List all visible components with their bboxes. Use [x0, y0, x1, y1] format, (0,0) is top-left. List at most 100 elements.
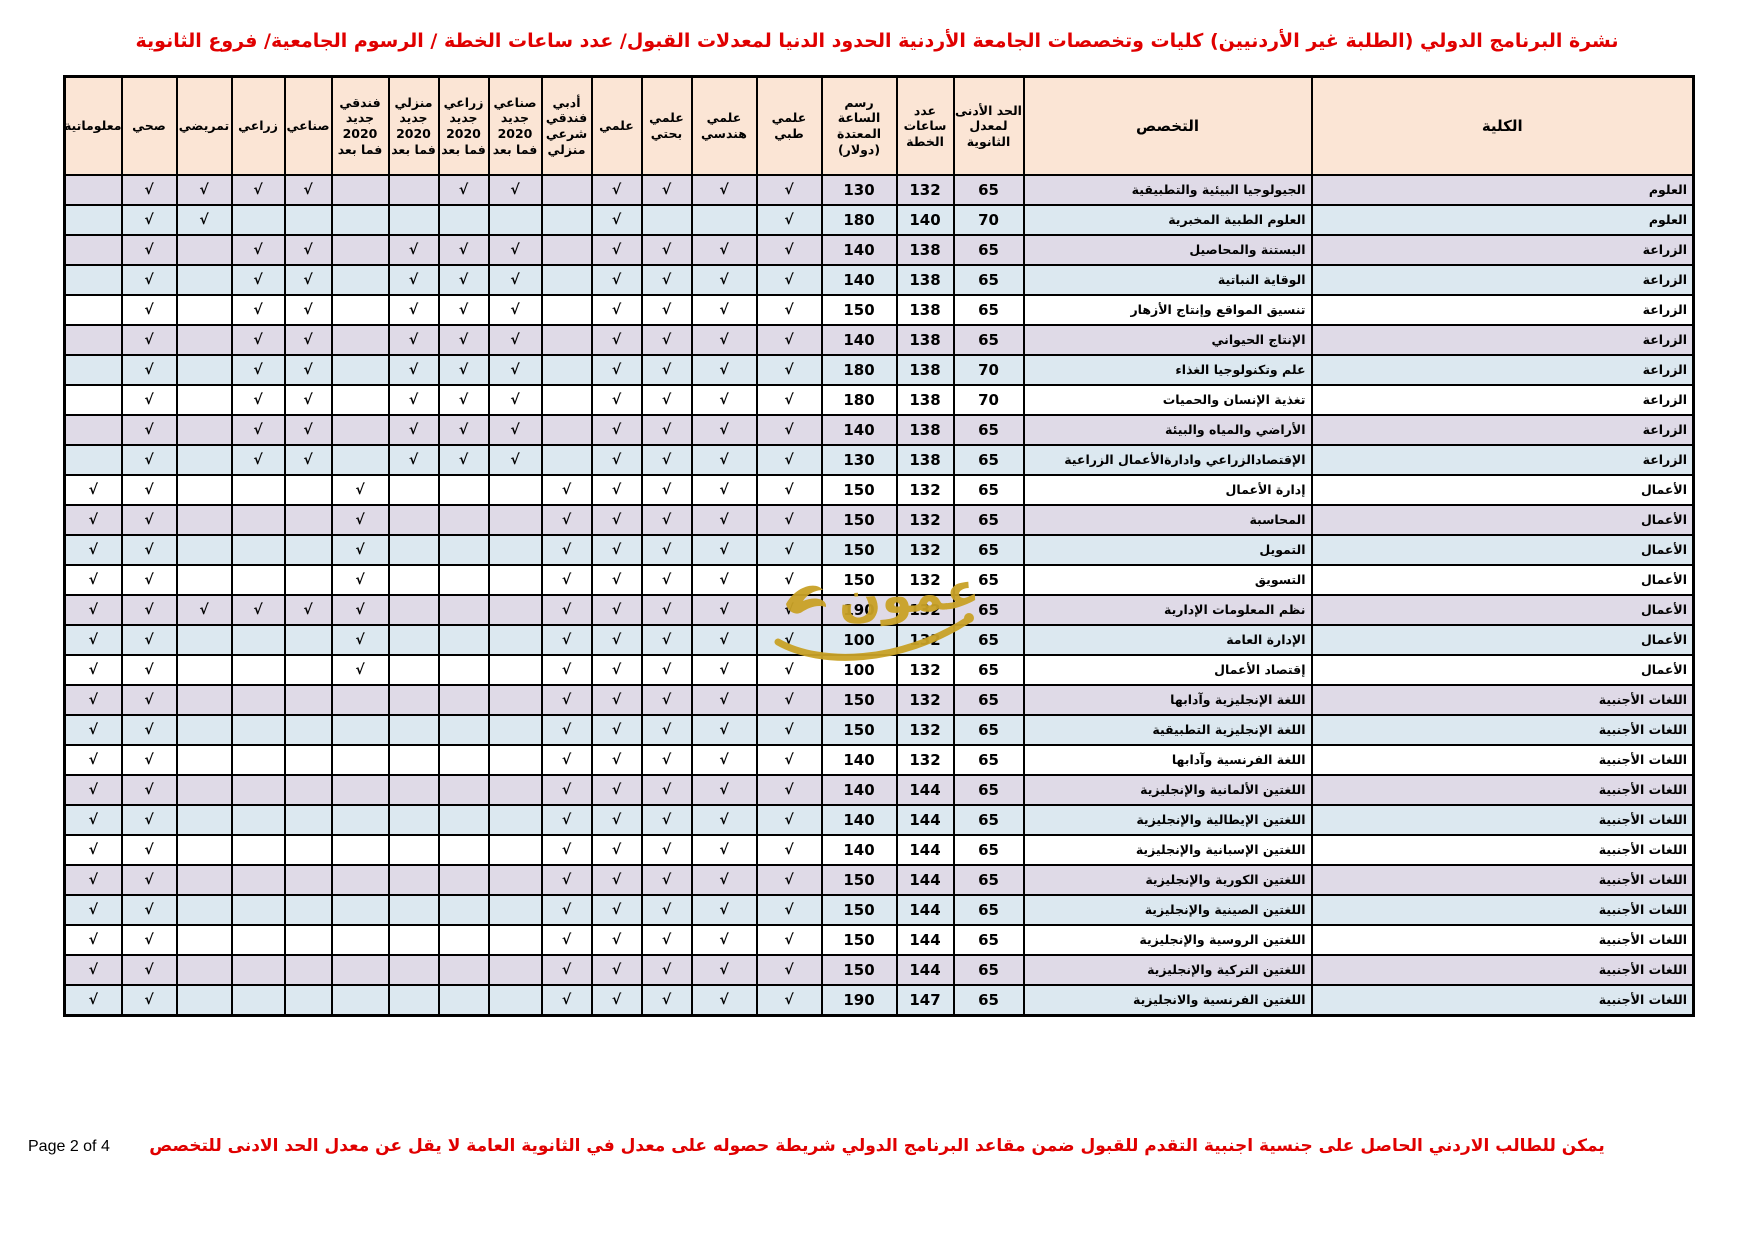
- table-row: الأعمال نظم المعلومات الإدارية 65 132 190 √ √ √…: [63, 594, 1695, 626]
- min-gpa-cell: 65: [952, 594, 1025, 626]
- check-cell-ilmi_tibbi: √: [755, 564, 823, 596]
- check-cell-sinai_jadid_2020: √: [487, 384, 543, 416]
- check-cell-malumatia: √: [63, 834, 123, 866]
- check-cell-ilmi_tibbi: √: [755, 984, 823, 1017]
- fee-cell: 130: [820, 174, 898, 206]
- college-cell: اللغات الأجنبية: [1310, 714, 1695, 746]
- check-cell-ilmi_handasi: √: [690, 384, 758, 416]
- col-header-college: الكلية: [1310, 75, 1695, 176]
- check-cell-tamridi: [175, 324, 233, 356]
- table-row: اللغات الأجنبية اللغتين الإيطالية والإنجل…: [63, 804, 1695, 836]
- min-gpa-cell: 70: [952, 204, 1025, 236]
- check-cell-adabi_funduqi_shari_manzili: √: [540, 774, 593, 806]
- check-cell-sinai_jadid_2020: √: [487, 264, 543, 296]
- check-cell-ilmi: √: [590, 474, 643, 506]
- table-row: اللغات الأجنبية اللغتين الروسية والإنجليز…: [63, 924, 1695, 956]
- check-cell-malumatia: √: [63, 654, 123, 686]
- specialization-cell: اللغتين الإسبانية والإنجليزية: [1022, 834, 1313, 866]
- check-cell-tamridi: [175, 444, 233, 476]
- check-cell-manzili_jadid_2020: [387, 954, 440, 986]
- check-cell-malumatia: [63, 204, 123, 236]
- plan-hours-cell: 144: [895, 804, 955, 836]
- college-cell: الزراعة: [1310, 354, 1695, 386]
- check-cell-ilmi_bahti: √: [640, 264, 693, 296]
- check-cell-adabi_funduqi_shari_manzili: √: [540, 834, 593, 866]
- table-row: الأعمال التمويل 65 132 150 √ √ √ √ √ √ √ √: [63, 534, 1695, 566]
- college-cell: الأعمال: [1310, 504, 1695, 536]
- college-cell: الزراعة: [1310, 294, 1695, 326]
- check-cell-sinai: √: [283, 594, 333, 626]
- check-cell-tamridi: [175, 834, 233, 866]
- check-cell-ilmi_bahti: √: [640, 444, 693, 476]
- check-cell-malumatia: [63, 174, 123, 206]
- check-cell-zirai: [230, 654, 286, 686]
- check-cell-funduqi_jadid_2020: [330, 324, 390, 356]
- check-cell-zirai: √: [230, 414, 286, 446]
- check-cell-adabi_funduqi_shari_manzili: √: [540, 894, 593, 926]
- check-cell-sinai_jadid_2020: [487, 864, 543, 896]
- check-cell-zirai_jadid_2020: [437, 924, 490, 956]
- table-row: الزراعة الإقتصادالزراعي وادارةالأعمال الز…: [63, 444, 1695, 476]
- check-cell-sinai_jadid_2020: [487, 624, 543, 656]
- min-gpa-cell: 65: [952, 804, 1025, 836]
- check-cell-zirai: √: [230, 294, 286, 326]
- check-cell-ilmi: √: [590, 684, 643, 716]
- check-cell-ilmi_handasi: √: [690, 564, 758, 596]
- check-cell-manzili_jadid_2020: [387, 984, 440, 1017]
- check-cell-ilmi_handasi: √: [690, 684, 758, 716]
- plan-hours-cell: 144: [895, 924, 955, 956]
- check-cell-sinai: √: [283, 174, 333, 206]
- college-cell: الأعمال: [1310, 564, 1695, 596]
- check-cell-adabi_funduqi_shari_manzili: [540, 204, 593, 236]
- check-cell-adabi_funduqi_shari_manzili: [540, 414, 593, 446]
- check-cell-ilmi: √: [590, 954, 643, 986]
- check-cell-zirai: [230, 804, 286, 836]
- check-cell-manzili_jadid_2020: [387, 174, 440, 206]
- check-cell-sinai_jadid_2020: [487, 744, 543, 776]
- check-cell-funduqi_jadid_2020: [330, 774, 390, 806]
- check-cell-zirai_jadid_2020: [437, 624, 490, 656]
- check-cell-tamridi: √: [175, 174, 233, 206]
- check-cell-malumatia: √: [63, 474, 123, 506]
- check-cell-sinai: [283, 834, 333, 866]
- col-header-plan-hours: عدد ساعات الخطة: [895, 75, 955, 176]
- check-cell-manzili_jadid_2020: [387, 894, 440, 926]
- check-cell-sinai_jadid_2020: [487, 774, 543, 806]
- check-cell-ilmi_tibbi: √: [755, 384, 823, 416]
- header-row: الكلية التخصص الحد الأدنى لمعدل الثانوية…: [63, 75, 1695, 176]
- check-cell-ilmi_bahti: √: [640, 474, 693, 506]
- check-cell-sinai_jadid_2020: [487, 984, 543, 1017]
- fee-cell: 150: [820, 294, 898, 326]
- check-cell-ilmi_handasi: √: [690, 174, 758, 206]
- check-cell-funduqi_jadid_2020: [330, 864, 390, 896]
- check-cell-sinai: [283, 714, 333, 746]
- table-row: الأعمال المحاسبة 65 132 150 √ √ √ √ √ √ √ √: [63, 504, 1695, 536]
- fee-cell: 150: [820, 564, 898, 596]
- check-cell-zirai: [230, 954, 286, 986]
- check-cell-sinai_jadid_2020: [487, 594, 543, 626]
- check-cell-ilmi_bahti: √: [640, 504, 693, 536]
- check-cell-sihhi: √: [120, 234, 178, 266]
- specialization-cell: اللغتين الفرنسية والانجليزية: [1022, 984, 1313, 1017]
- check-cell-ilmi: √: [590, 654, 643, 686]
- college-cell: الأعمال: [1310, 594, 1695, 626]
- check-cell-ilmi: √: [590, 624, 643, 656]
- check-cell-zirai_jadid_2020: [437, 834, 490, 866]
- check-cell-sinai: [283, 954, 333, 986]
- check-cell-sinai: [283, 204, 333, 236]
- fee-cell: 180: [820, 384, 898, 416]
- check-cell-adabi_funduqi_shari_manzili: [540, 384, 593, 416]
- table-row: اللغات الأجنبية اللغة الإنجليزية التطبيقي…: [63, 714, 1695, 746]
- fee-cell: 140: [820, 264, 898, 296]
- check-cell-sinai: √: [283, 384, 333, 416]
- check-cell-ilmi_bahti: √: [640, 384, 693, 416]
- check-cell-zirai: [230, 984, 286, 1017]
- check-cell-zirai_jadid_2020: √: [437, 294, 490, 326]
- check-cell-sihhi: √: [120, 204, 178, 236]
- col-header-specialization: التخصص: [1022, 75, 1313, 176]
- check-cell-sihhi: √: [120, 564, 178, 596]
- check-cell-manzili_jadid_2020: [387, 564, 440, 596]
- check-cell-adabi_funduqi_shari_manzili: √: [540, 714, 593, 746]
- check-cell-manzili_jadid_2020: [387, 474, 440, 506]
- check-cell-funduqi_jadid_2020: √: [330, 564, 390, 596]
